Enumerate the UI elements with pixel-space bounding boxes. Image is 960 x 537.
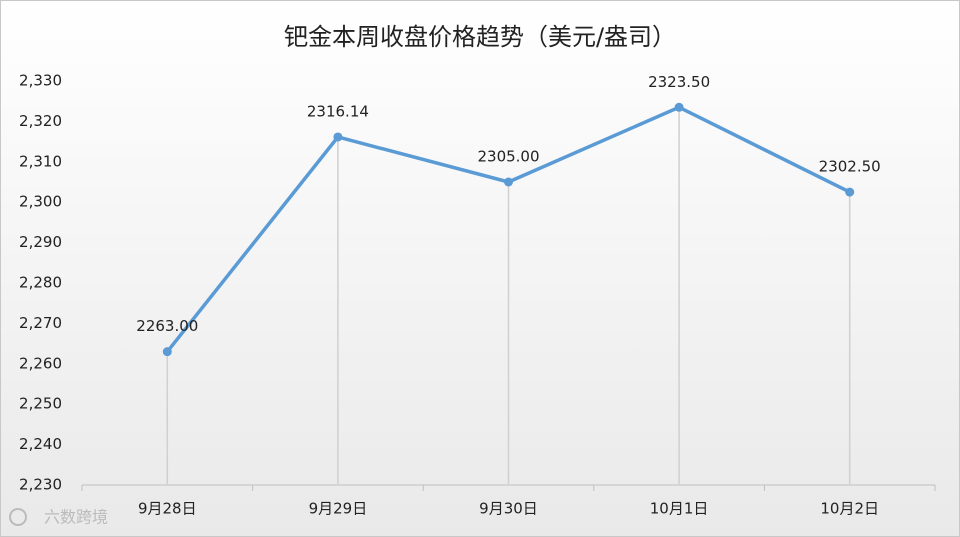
data-label: 2305.00 xyxy=(477,148,539,166)
y-tick-label: 2,240 xyxy=(19,435,62,453)
y-tick-label: 2,270 xyxy=(19,314,62,332)
y-tick-label: 2,280 xyxy=(19,274,62,292)
watermark-logo xyxy=(9,508,27,526)
y-tick-label: 2,260 xyxy=(19,354,62,372)
x-tick-label: 9月30日 xyxy=(479,500,538,518)
point xyxy=(674,102,684,112)
point xyxy=(162,347,172,357)
y-tick-label: 2,330 xyxy=(19,72,62,90)
point xyxy=(845,187,855,197)
x-tick-label: 9月28日 xyxy=(138,500,197,518)
watermark: 六数跨境 xyxy=(44,508,108,527)
data-label: 2316.14 xyxy=(307,102,369,120)
data-label: 2323.50 xyxy=(648,73,710,91)
chart-title: 钯金本周收盘价格趋势（美元/盎司） xyxy=(284,23,676,51)
y-tick-label: 2,250 xyxy=(19,395,62,413)
y-tick-label: 2,310 xyxy=(19,152,62,170)
data-label: 2263.00 xyxy=(136,317,198,335)
x-tick-label: 10月1日 xyxy=(650,500,709,518)
y-tick-label: 2,300 xyxy=(19,193,62,211)
x-tick-label: 10月2日 xyxy=(820,500,879,518)
x-tick-label: 9月29日 xyxy=(309,500,368,518)
y-tick-label: 2,290 xyxy=(19,233,62,251)
y-tick-label: 2,320 xyxy=(19,112,62,130)
data-label: 2302.50 xyxy=(819,158,881,176)
y-tick-label: 2,230 xyxy=(19,476,62,494)
point xyxy=(504,177,513,187)
point xyxy=(333,132,343,142)
